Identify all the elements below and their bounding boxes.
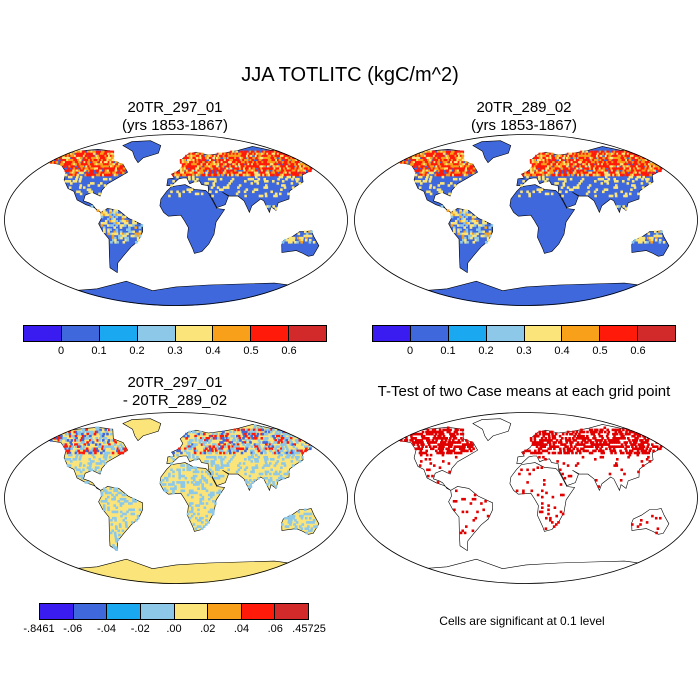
colorbar-tick-label: .04 (233, 623, 250, 635)
landmass-greenland (472, 418, 512, 442)
map-panel-4 (354, 412, 698, 584)
colorbar-1-boxes (23, 325, 327, 342)
colorbar-swatch (562, 326, 601, 341)
colorbar-swatch (61, 326, 100, 341)
colorbar-tick-label: .02 (200, 623, 216, 635)
colorbar-swatch (600, 326, 639, 341)
colorbar-tick-label: 0.5 (592, 345, 608, 357)
colorbar-swatch (213, 326, 252, 341)
grid-cells (390, 150, 674, 244)
colorbar-tick-label: 0.1 (91, 345, 107, 357)
colorbar-tick-label: -.06 (63, 623, 83, 635)
map-border (4, 412, 348, 584)
colorbar-swatch (486, 326, 525, 341)
ocean (354, 134, 698, 306)
colorbar-tick-label: 0.4 (205, 345, 221, 357)
colorbar-panel-1: 0 0.1 0.2 0.3 0.4 0.5 0.6 (23, 325, 327, 358)
panel-2-title-line2: (yrs 1853-1867) (471, 117, 577, 134)
colorbar-panel-3: -.8461 -.06 -.04 -.02 .00 .02 .04 .06 .45725 (23, 603, 326, 636)
ocean (4, 412, 348, 584)
map-panel-3 (4, 412, 348, 584)
colorbar-swatch (99, 326, 138, 341)
colorbar-swatch (241, 604, 276, 619)
colorbar-swatch (275, 604, 308, 619)
colorbar-2-labels: 0 0.1 0.2 0.3 0.4 0.5 0.6 (372, 342, 676, 358)
colorbar-swatch (175, 326, 214, 341)
colorbar-swatch (24, 326, 62, 341)
grid-cells (40, 150, 324, 244)
panel-3-title-line2: - 20TR_289_02 (122, 392, 228, 409)
panel-2-title: 20TR_289_02 (yrs 1853-1867) (354, 99, 694, 135)
colorbar-2-boxes (372, 325, 676, 342)
colorbar-swatch (140, 604, 175, 619)
colorbar-swatch (373, 326, 411, 341)
colorbar-panel-2: 0 0.1 0.2 0.3 0.4 0.5 0.6 (372, 325, 676, 358)
landmass-greenland (122, 140, 162, 164)
figure-title: JJA TOTLITC (kgC/m^2) (241, 64, 459, 86)
map-border (354, 134, 698, 306)
panel-4-title: T-Test of two Case means at each grid po… (349, 383, 699, 401)
landmass-greenland (122, 418, 162, 442)
colorbar-swatch (289, 326, 326, 341)
colorbar-tick-label: 0.3 (516, 345, 532, 357)
colorbar-swatch (40, 604, 74, 619)
colorbar-swatch (638, 326, 675, 341)
colorbar-tick-label: 0.4 (554, 345, 570, 357)
colorbar-swatch (251, 326, 290, 341)
landmass-africa (509, 184, 576, 254)
colorbar-tick-label: 0 (57, 345, 65, 357)
landmass-africa (159, 184, 226, 254)
colorbar-tick-label: 0.2 (129, 345, 145, 357)
panel-3-title-line1: 20TR_297_01 (127, 374, 223, 391)
panel-3-title: 20TR_297_01 - 20TR_289_02 (5, 374, 345, 410)
significance-note: Cells are significant at 0.1 level (439, 614, 605, 628)
colorbar-tick-label: 0.2 (478, 345, 494, 357)
colorbar-3-labels: -.8461 -.06 -.04 -.02 .00 .02 .04 .06 .45725 (23, 620, 325, 636)
colorbar-tick-label: .45725 (292, 623, 326, 635)
colorbar-tick-label: 0.6 (630, 345, 646, 357)
panel-4-title-line1: T-Test of two Case means at each grid po… (377, 383, 671, 400)
map-border (4, 134, 348, 306)
colorbar-swatch (208, 604, 242, 619)
colorbar-tick-label: -.8461 (23, 623, 55, 635)
colorbar-swatch (174, 604, 209, 619)
colorbar-tick-label: .00 (166, 623, 182, 635)
panel-1-title-line2: (yrs 1853-1867) (122, 117, 228, 134)
colorbar-tick-label: -.02 (130, 623, 150, 635)
colorbar-tick-label: 0.3 (167, 345, 183, 357)
grid-cells (392, 426, 672, 535)
map-panel-1 (4, 134, 348, 306)
map-panel-2 (354, 134, 698, 306)
landmass-australia (631, 508, 670, 535)
map-border (354, 412, 698, 584)
colorbar-swatch (524, 326, 563, 341)
colorbar-swatch (448, 326, 487, 341)
colorbar-tick-label: 0.6 (281, 345, 297, 357)
colorbar-1-labels: 0 0.1 0.2 0.3 0.4 0.5 0.6 (23, 342, 327, 358)
panel-1-title-line1: 20TR_297_01 (127, 99, 223, 116)
colorbar-tick-label: .06 (267, 623, 283, 635)
colorbar-tick-label: 0.1 (440, 345, 456, 357)
colorbar-tick-label: 0.5 (243, 345, 259, 357)
colorbar-tick-label: -.04 (97, 623, 116, 635)
landmass-greenland (472, 140, 512, 164)
colorbar-swatch (73, 604, 108, 619)
colorbar-tick-label: 0 (406, 345, 414, 357)
ocean (4, 134, 348, 306)
colorbar-swatch (410, 326, 449, 341)
grid-cells (41, 424, 322, 551)
colorbar-swatch (137, 326, 176, 341)
panel-1-title: 20TR_297_01 (yrs 1853-1867) (5, 99, 345, 135)
colorbar-3-boxes (39, 603, 309, 620)
colorbar-swatch (107, 604, 141, 619)
panel-2-title-line1: 20TR_289_02 (476, 99, 572, 116)
ocean (354, 412, 698, 584)
